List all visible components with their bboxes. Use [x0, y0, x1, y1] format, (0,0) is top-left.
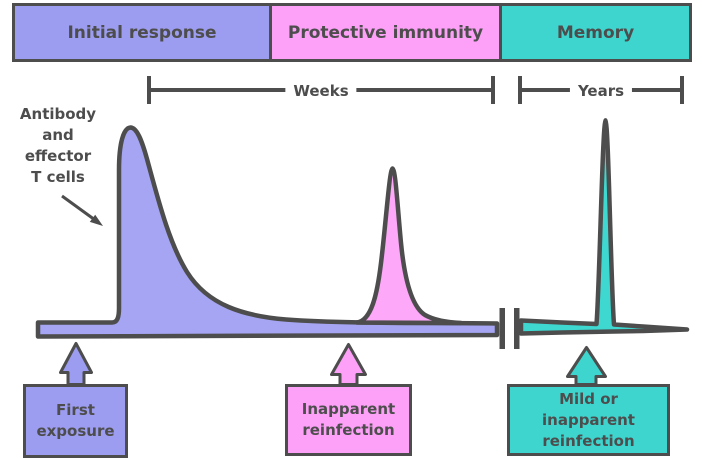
axis-break-icon: [499, 308, 520, 349]
phase-label-initial-response: Initial response: [67, 22, 217, 43]
event-box-inapparent-reinfection: Inapparent reinfection: [285, 384, 412, 456]
event-label-mild-reinfection: Mild or inapparent reinfection: [542, 389, 635, 450]
y-axis-pointer-arrow-icon: [89, 214, 103, 226]
y-axis-pointer-line: [61, 194, 94, 220]
inapparent-reinfection-arrow-icon: [330, 343, 367, 386]
phase-box-memory: Memory: [499, 3, 692, 62]
phase-banner: Initial response Protective immunity Mem…: [12, 3, 692, 62]
phase-box-protective-immunity: Protective immunity: [269, 3, 502, 62]
weeks-bracket-label: Weeks: [285, 82, 357, 100]
event-box-first-exposure: First exposure: [23, 384, 128, 458]
event-label-inapparent-reinfection: Inapparent reinfection: [301, 400, 396, 439]
y-axis-label: Antibody and effector T cells: [19, 105, 97, 186]
mild-reinfection-arrow-icon: [566, 346, 607, 386]
years-bracket-label: Years: [569, 82, 633, 100]
phase-label-protective-immunity: Protective immunity: [287, 22, 484, 43]
event-box-mild-reinfection: Mild or inapparent reinfection: [507, 384, 670, 456]
first-exposure-arrow-icon: [59, 342, 93, 386]
event-label-first-exposure: First exposure: [36, 401, 115, 440]
phase-box-initial-response: Initial response: [12, 3, 272, 62]
memory-curve: [518, 118, 690, 336]
protective-immunity-curve: [354, 166, 464, 326]
phase-label-memory: Memory: [556, 22, 635, 43]
